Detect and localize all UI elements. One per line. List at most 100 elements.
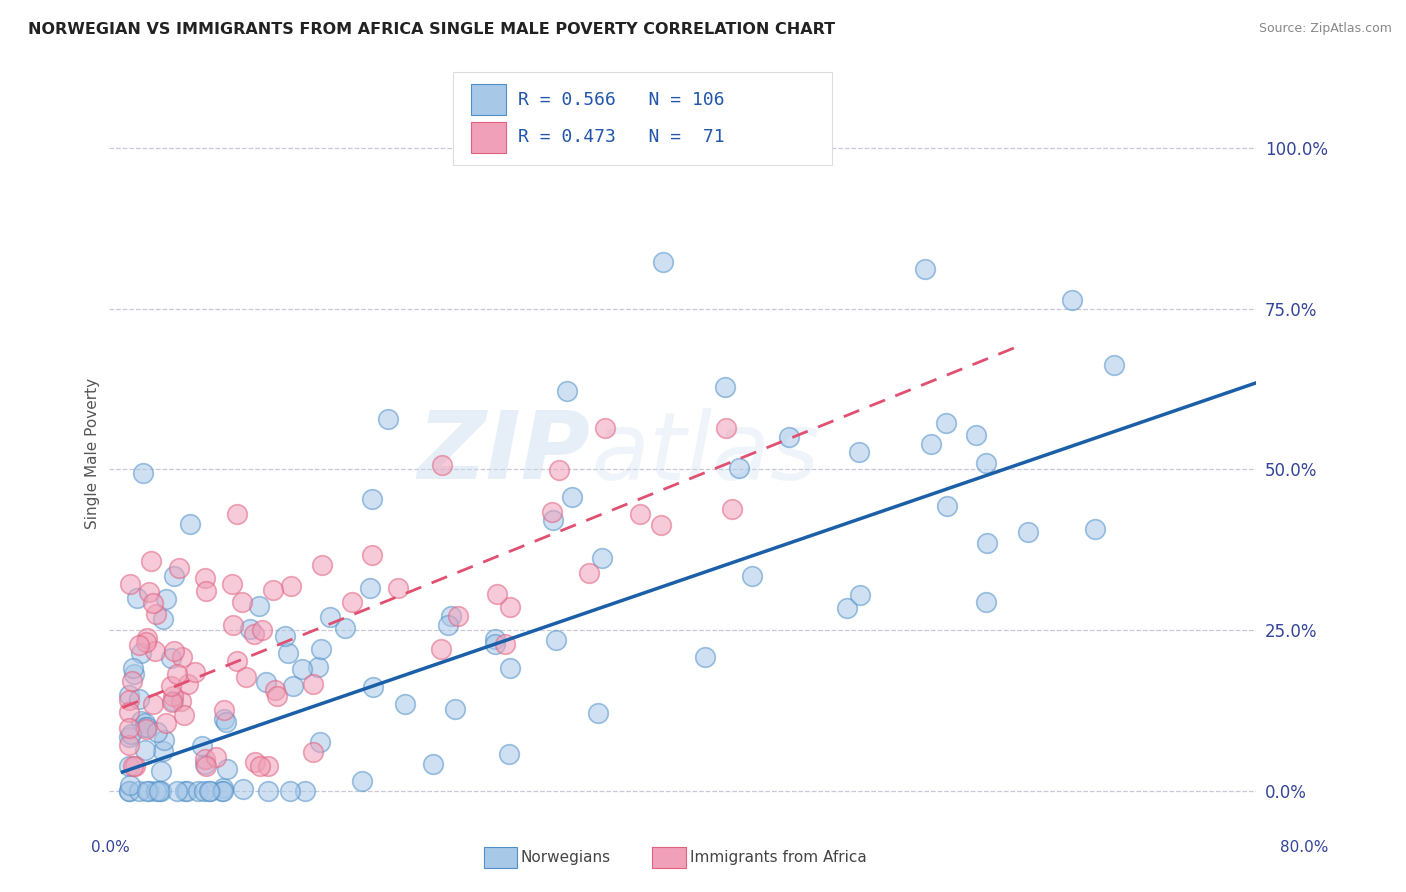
Point	[162, 644, 184, 658]
Point	[204, 749, 226, 764]
Point	[247, 599, 270, 613]
Point	[212, 712, 235, 726]
Point	[243, 627, 266, 641]
Text: NORWEGIAN VS IMMIGRANTS FROM AFRICA SINGLE MALE POVERTY CORRELATION CHART: NORWEGIAN VS IMMIGRANTS FROM AFRICA SING…	[28, 22, 835, 37]
Point	[235, 670, 257, 684]
Point	[172, 650, 194, 665]
Point	[650, 517, 672, 532]
Point	[591, 551, 613, 566]
Point	[134, 716, 156, 731]
Point	[129, 714, 152, 728]
Point	[128, 692, 150, 706]
Point	[319, 610, 342, 624]
Point	[149, 784, 172, 798]
Point	[1102, 358, 1125, 372]
Point	[714, 380, 737, 394]
Point	[118, 730, 141, 744]
Point	[118, 778, 141, 792]
Point	[302, 745, 325, 759]
Point	[548, 463, 571, 477]
Point	[194, 757, 217, 772]
Point	[170, 694, 193, 708]
Text: ZIP: ZIP	[418, 408, 591, 500]
Point	[187, 784, 209, 798]
Point	[555, 384, 578, 398]
Point	[162, 694, 184, 708]
Point	[128, 638, 150, 652]
Point	[212, 784, 235, 798]
Point	[174, 784, 197, 798]
Point	[138, 584, 160, 599]
Point	[149, 764, 172, 778]
Point	[593, 421, 616, 435]
Point	[198, 784, 221, 798]
Point	[974, 456, 997, 470]
Point	[128, 784, 150, 798]
Point	[134, 721, 156, 735]
Point	[294, 784, 316, 798]
Point	[222, 617, 245, 632]
Point	[264, 683, 287, 698]
Point	[138, 784, 160, 798]
Point	[118, 705, 141, 719]
Text: R = 0.473   N =  71: R = 0.473 N = 71	[519, 128, 725, 146]
Point	[309, 641, 332, 656]
Point	[360, 491, 382, 506]
Text: R = 0.566   N = 106: R = 0.566 N = 106	[519, 91, 725, 109]
Point	[212, 781, 235, 796]
Point	[176, 784, 198, 798]
Point	[226, 507, 249, 521]
Point	[155, 591, 177, 606]
Point	[145, 784, 167, 798]
Point	[561, 490, 583, 504]
Point	[914, 262, 936, 277]
Point	[198, 784, 221, 798]
Point	[307, 660, 329, 674]
Point	[118, 738, 141, 752]
Point	[194, 570, 217, 584]
Point	[484, 632, 506, 647]
Point	[281, 679, 304, 693]
Point	[976, 535, 998, 549]
Point	[541, 513, 564, 527]
Point	[118, 721, 141, 735]
Point	[139, 554, 162, 568]
Point	[360, 548, 382, 562]
Point	[118, 688, 141, 702]
Point	[935, 499, 957, 513]
Point	[135, 722, 157, 736]
Point	[693, 649, 716, 664]
Point	[135, 635, 157, 649]
Point	[387, 581, 409, 595]
Point	[935, 416, 957, 430]
Point	[432, 458, 454, 473]
Point	[118, 784, 141, 798]
Point	[273, 630, 295, 644]
Point	[231, 595, 253, 609]
Point	[848, 445, 870, 459]
Point	[148, 784, 170, 798]
Point	[159, 679, 181, 693]
Point	[195, 584, 218, 599]
Point	[129, 646, 152, 660]
Point	[361, 680, 384, 694]
Point	[499, 661, 522, 675]
Text: Norwegians: Norwegians	[520, 850, 610, 864]
Point	[194, 752, 217, 766]
Point	[217, 762, 239, 776]
Point	[193, 784, 215, 798]
Point	[257, 784, 280, 798]
Point	[124, 758, 146, 772]
Point	[239, 623, 262, 637]
Y-axis label: Single Male Poverty: Single Male Poverty	[86, 378, 100, 529]
Point	[266, 689, 288, 703]
Point	[447, 609, 470, 624]
Point	[333, 622, 356, 636]
Point	[152, 612, 174, 626]
Point	[118, 784, 141, 798]
Point	[134, 742, 156, 756]
Point	[135, 784, 157, 798]
Point	[121, 673, 143, 688]
Point	[920, 436, 942, 450]
Point	[256, 758, 278, 772]
